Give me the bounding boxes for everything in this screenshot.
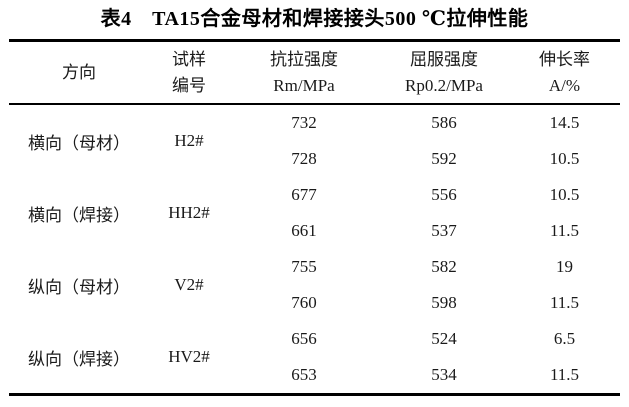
cell-rp: 582: [431, 257, 457, 276]
cell-rm: 755: [291, 257, 317, 276]
col-header-yield-strength: 屈服强度 Rp0.2/MPa: [379, 40, 509, 105]
col-header-elongation-line1: 伸长率: [539, 49, 590, 69]
col-header-elongation-line2: A/%: [548, 75, 581, 95]
table-row: 661 537 11.5: [9, 213, 620, 249]
cell-rm: 760: [291, 293, 317, 312]
table-row: 横向（焊接） HH2# 677 556 10.5: [9, 177, 620, 225]
col-header-direction-label: 方向: [62, 62, 96, 82]
col-header-yield-strength-line2: Rp0.2/MPa: [405, 75, 483, 95]
col-header-yield-strength-line1: 屈服强度: [410, 49, 478, 69]
cell-rp: 592: [431, 149, 457, 168]
table-row: 纵向（母材） V2# 755 582 19: [9, 249, 620, 297]
cell-rm: 728: [291, 149, 317, 168]
col-header-specimen-line1: 试样: [172, 49, 206, 69]
table-row: 纵向（焊接） HV2# 656 524 6.5: [9, 321, 620, 369]
cell-rp: 534: [431, 365, 457, 384]
cell-rm: 732: [291, 113, 317, 132]
cell-rp: 598: [431, 293, 457, 312]
table-row: 760 598 11.5: [9, 285, 620, 321]
cell-rp: 556: [431, 185, 457, 204]
cell-specimen: H2#: [174, 131, 204, 150]
table-title: 表4 TA15合金母材和焊接接头500 ℃拉伸性能: [100, 8, 529, 30]
cell-direction: 横向（母材）: [28, 133, 130, 153]
table-row: 728 592 10.5: [9, 141, 620, 177]
tensile-properties-table: 方向 试样 编号 抗拉强度 Rm/MPa 屈服强度 Rp0.2/MPa 伸长率 …: [9, 39, 620, 396]
cell-rp: 537: [431, 221, 457, 240]
cell-elongation: 11.5: [549, 293, 580, 312]
cell-specimen: HH2#: [168, 203, 210, 222]
col-header-elongation: 伸长率 A/%: [509, 40, 620, 105]
cell-rm: 677: [291, 185, 317, 204]
cell-rp: 586: [431, 113, 457, 132]
table-row: 653 534 11.5: [9, 357, 620, 395]
col-header-tensile-strength-line1: 抗拉强度: [270, 49, 338, 69]
cell-elongation: 19: [556, 257, 573, 276]
cell-elongation: 6.5: [553, 329, 576, 348]
col-header-direction: 方向: [9, 40, 149, 105]
cell-direction: 纵向（焊接）: [28, 349, 130, 369]
cell-direction: 纵向（母材）: [28, 277, 130, 297]
table-row: 横向（母材） H2# 732 586 14.5: [9, 104, 620, 153]
col-header-specimen: 试样 编号: [149, 40, 229, 105]
col-header-tensile-strength-line2: Rm/MPa: [273, 75, 335, 95]
cell-rm: 653: [291, 365, 317, 384]
cell-specimen: V2#: [174, 275, 204, 294]
cell-rm: 661: [291, 221, 317, 240]
cell-elongation: 14.5: [549, 113, 580, 132]
cell-rm: 656: [291, 329, 317, 348]
col-header-tensile-strength: 抗拉强度 Rm/MPa: [229, 40, 379, 105]
cell-direction: 横向（焊接）: [28, 205, 130, 225]
cell-elongation: 11.5: [549, 365, 580, 384]
cell-elongation: 10.5: [549, 185, 580, 204]
cell-rp: 524: [431, 329, 457, 348]
col-header-specimen-line2: 编号: [172, 75, 206, 95]
cell-elongation: 11.5: [549, 221, 580, 240]
header-row: 方向 试样 编号 抗拉强度 Rm/MPa 屈服强度 Rp0.2/MPa 伸长率 …: [9, 40, 620, 105]
cell-specimen: HV2#: [168, 347, 210, 366]
cell-elongation: 10.5: [549, 149, 580, 168]
